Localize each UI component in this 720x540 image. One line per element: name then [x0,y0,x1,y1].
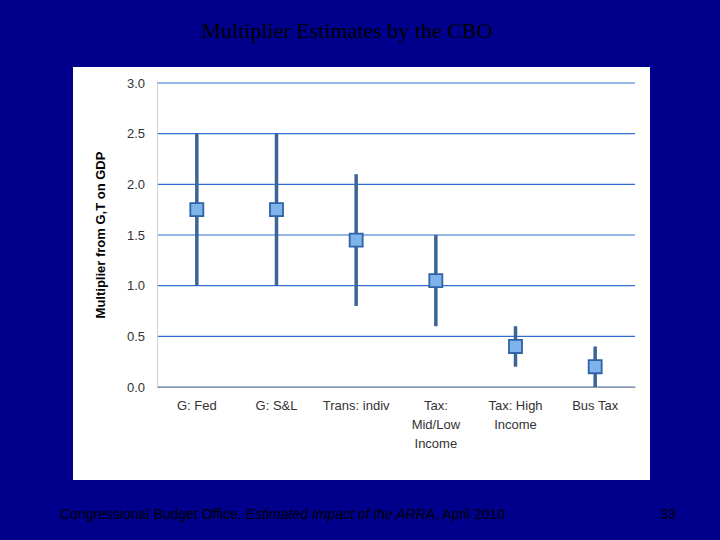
x-tick: Trans: indiv [323,387,390,413]
slide: Multiplier Estimates by the CBO 0.0 0.5 1.0… [0,0,720,540]
x-tick: Tax: High Income [488,387,542,432]
grid-line [157,82,635,83]
page-number: 33 [660,506,676,522]
source-part: , April 2010 [435,506,505,522]
x-tick: G: S&L [256,387,298,413]
marker [589,360,602,373]
y-tick: 3.0 [127,76,157,91]
x-tick-label-line: Trans: indiv [323,398,390,413]
y-tick-label: 2.0 [127,177,145,192]
x-tick: G: Fed [177,387,217,413]
marker [509,340,522,353]
marker [350,234,363,247]
grid-line [157,336,635,337]
y-tick: 2.5 [127,126,157,141]
x-tick-label-line: Tax: High [488,398,542,413]
y-tick: 1.0 [127,278,157,293]
title: Multiplier Estimates by the CBO [202,18,493,43]
x-tick: Bus Tax [572,387,619,413]
x-tick-label: Bus Tax [572,398,619,413]
x-tick: Tax: Mid/Low Income [412,387,461,451]
x-tick-label-line: Income [494,417,537,432]
y-tick-label: 0.5 [127,329,145,344]
grid [157,83,635,387]
x-tick-label-line: G: Fed [177,398,217,413]
grid-line [157,133,635,134]
grid-line [157,386,635,387]
y-axis-title: Multiplier from G,T on GDP [93,151,108,318]
y-tick-label: 2.5 [127,126,145,141]
x-tick-label-line: Income [415,436,458,451]
grid-line [157,234,635,235]
y-axis: 0.0 0.5 1.0 1.5 2.0 2.5 3.0 [127,76,158,395]
y-tick: 0.5 [127,329,157,344]
x-tick-label: G: S&L [256,398,298,413]
y-tick: 2.0 [127,177,157,192]
x-tick-label-line: G: S&L [256,398,298,413]
x-tick-label-line: Bus Tax [572,398,619,413]
x-tick-label-line: Tax: [424,398,448,413]
chart-panel [73,67,650,480]
y-tick: 0.0 [127,380,157,395]
y-tick-label: 0.0 [127,380,145,395]
source-part: Congressional Budget Office, [60,506,246,522]
x-tick-label-line: Mid/Low [412,417,461,432]
source-part: Estimated Impact of the ARRA [246,506,435,522]
x-tick-label: Trans: indiv [323,398,390,413]
y-tick-label: 1.5 [127,228,145,243]
x-tick-label: Tax: Mid/Low Income [412,398,461,451]
x-tick-label: G: Fed [177,398,217,413]
marker [429,274,442,287]
y-axis-line [157,84,158,388]
marker [190,203,203,216]
grid-line [157,184,635,185]
x-axis-line [158,387,636,388]
grid-line [157,285,635,286]
y-tick-label: 3.0 [127,76,145,91]
x-tick-label: Tax: High Income [488,398,542,432]
source: Congressional Budget Office, Estimated I… [60,506,505,522]
marker [270,203,283,216]
y-tick: 1.5 [127,228,157,243]
y-tick-label: 1.0 [127,278,145,293]
x-axis: G: Fed G: S&L Trans: indiv Tax: Mid/Low Incom… [158,387,636,451]
marks [190,134,601,387]
background [0,0,720,540]
